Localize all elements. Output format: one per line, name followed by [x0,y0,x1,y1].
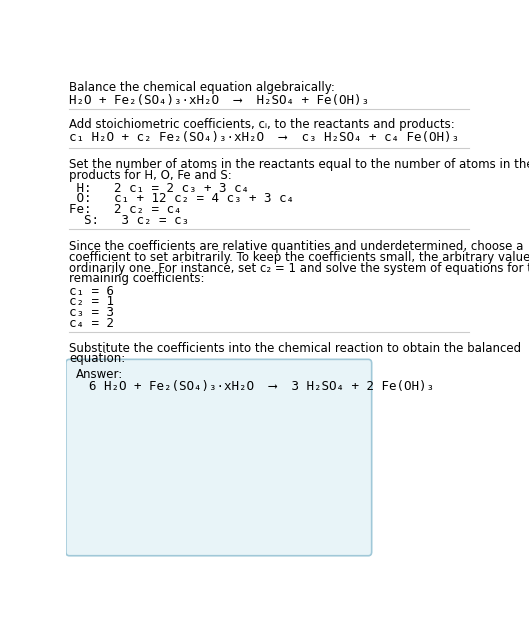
Text: coefficient to set arbitrarily. To keep the coefficients small, the arbitrary va: coefficient to set arbitrarily. To keep … [69,251,529,264]
Text: S:   3 c₂ = c₃: S: 3 c₂ = c₃ [69,214,189,227]
Text: Add stoichiometric coefficients, cᵢ, to the reactants and products:: Add stoichiometric coefficients, cᵢ, to … [69,119,455,132]
Text: c₂ = 1: c₂ = 1 [69,295,114,308]
Text: H₂O + Fe₂(SO₄)₃·xH₂O  ⟶  H₂SO₄ + Fe(OH)₃: H₂O + Fe₂(SO₄)₃·xH₂O ⟶ H₂SO₄ + Fe(OH)₃ [69,93,369,107]
Text: remaining coefficients:: remaining coefficients: [69,272,205,285]
Text: Fe:   2 c₂ = c₄: Fe: 2 c₂ = c₄ [69,203,182,216]
Text: Substitute the coefficients into the chemical reaction to obtain the balanced: Substitute the coefficients into the che… [69,342,522,355]
Text: c₄ = 2: c₄ = 2 [69,317,114,330]
Text: c₁ = 6: c₁ = 6 [69,285,114,298]
FancyBboxPatch shape [66,359,372,556]
Text: Set the number of atoms in the reactants equal to the number of atoms in the: Set the number of atoms in the reactants… [69,159,529,171]
Text: c₁ H₂O + c₂ Fe₂(SO₄)₃·xH₂O  ⟶  c₃ H₂SO₄ + c₄ Fe(OH)₃: c₁ H₂O + c₂ Fe₂(SO₄)₃·xH₂O ⟶ c₃ H₂SO₄ + … [69,130,459,144]
Text: O:   c₁ + 12 c₂ = 4 c₃ + 3 c₄: O: c₁ + 12 c₂ = 4 c₃ + 3 c₄ [69,192,294,205]
Text: 6 H₂O + Fe₂(SO₄)₃·xH₂O  ⟶  3 H₂SO₄ + 2 Fe(OH)₃: 6 H₂O + Fe₂(SO₄)₃·xH₂O ⟶ 3 H₂SO₄ + 2 Fe(… [89,380,434,393]
Text: Balance the chemical equation algebraically:: Balance the chemical equation algebraica… [69,82,335,95]
Text: ordinarily one. For instance, set c₂ = 1 and solve the system of equations for t: ordinarily one. For instance, set c₂ = 1… [69,261,529,275]
Text: Since the coefficients are relative quantities and underdetermined, choose a: Since the coefficients are relative quan… [69,240,524,253]
Text: equation:: equation: [69,352,125,366]
Text: Answer:: Answer: [76,368,123,381]
Text: products for H, O, Fe and S:: products for H, O, Fe and S: [69,169,232,182]
Text: c₃ = 3: c₃ = 3 [69,306,114,319]
Text: H:   2 c₁ = 2 c₃ + 3 c₄: H: 2 c₁ = 2 c₃ + 3 c₄ [69,181,249,194]
